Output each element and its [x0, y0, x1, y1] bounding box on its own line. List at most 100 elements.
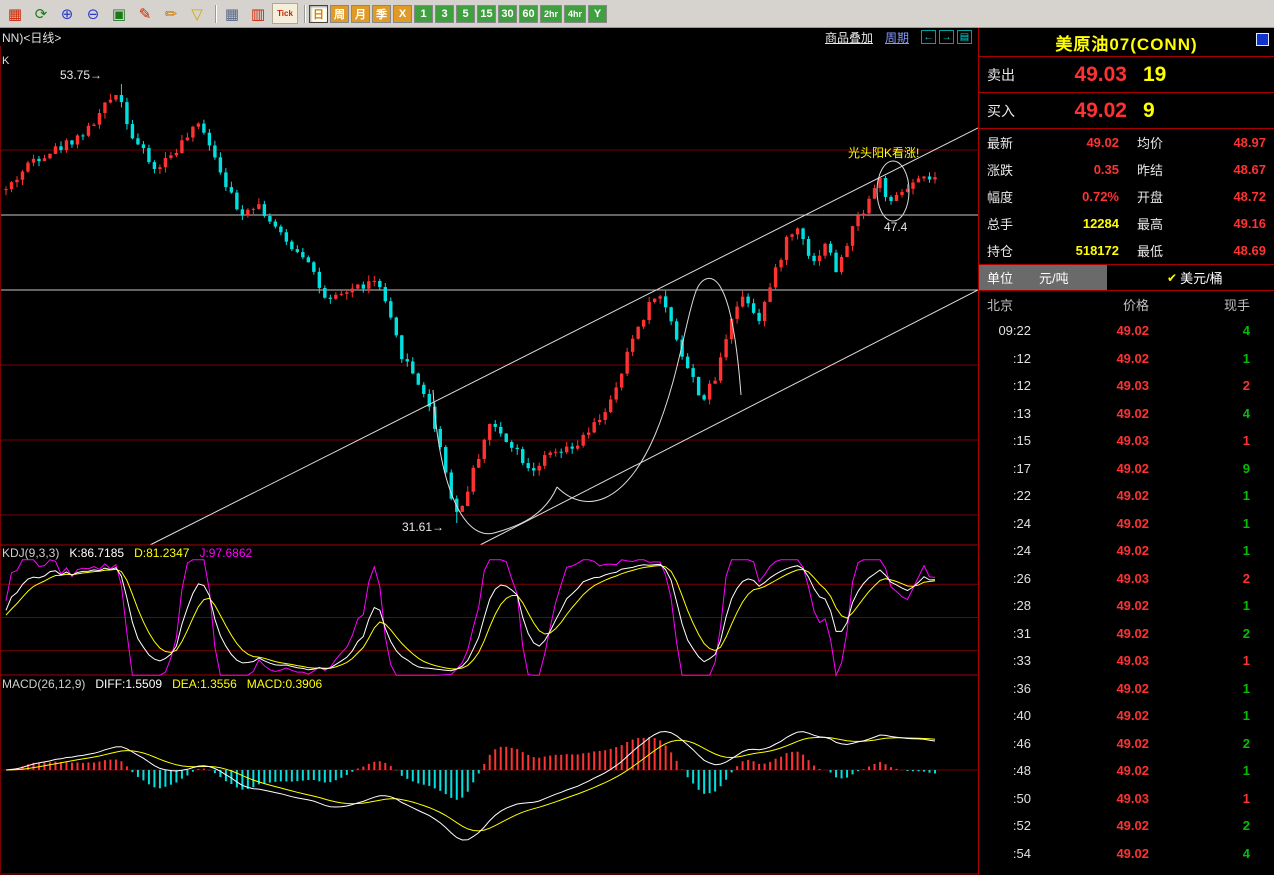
period-button-周[interactable]: 周: [330, 4, 349, 23]
chart-header: NN)<日线> 商品叠加 周期 ← → ▤: [0, 28, 978, 46]
tick-time: :36: [1012, 680, 1031, 696]
tick-volume: 2: [1242, 625, 1250, 641]
tick-price: 49.03: [1116, 433, 1149, 449]
overlay-link[interactable]: 商品叠加: [824, 30, 873, 45]
tick-price: 49.02: [1116, 460, 1149, 476]
tick-volume: 4: [1242, 323, 1250, 339]
zoom-out-icon[interactable]: ⊖: [86, 5, 100, 23]
tick-price: 49.02: [1116, 515, 1149, 531]
period-button-15[interactable]: 15: [477, 4, 496, 23]
toolbar-separator: [215, 4, 216, 23]
next-page-icon[interactable]: →: [939, 30, 954, 44]
monitor-icon[interactable]: ▣: [111, 5, 127, 23]
stat-value: 0.72%: [1082, 189, 1119, 204]
tick-volume: 4: [1242, 405, 1250, 421]
tick-price: 49.03: [1116, 790, 1149, 806]
refresh-icon[interactable]: ⟳: [34, 5, 48, 23]
stat-label: 最低: [1137, 244, 1164, 259]
tick-time: :48: [1012, 763, 1031, 779]
bid-row[interactable]: 买入 49.02 9: [979, 93, 1274, 129]
stat-label: 持仓: [987, 244, 1014, 259]
tick-row: :48 49.02 1: [979, 757, 1274, 785]
toolbar-icon-group: ▦ ⟳ ⊕ ⊖ ▣ ✎ ✏ ▽ ▦ ▥ Tick: [3, 3, 309, 24]
tick-row: :28 49.02 1: [979, 592, 1274, 620]
stat-label: 幅度: [987, 190, 1014, 205]
tick-header-time: 北京: [987, 297, 1014, 313]
period-button-X[interactable]: X: [393, 4, 412, 23]
tick-volume: 2: [1242, 818, 1250, 834]
kdj-j-value: J:97.6862: [199, 546, 253, 560]
period-button-2hr[interactable]: 2hr: [540, 4, 562, 23]
ask-row[interactable]: 卖出 49.03 19: [979, 57, 1274, 93]
period-button-4hr[interactable]: 4hr: [564, 4, 586, 23]
page-list-icon[interactable]: ▤: [957, 30, 972, 44]
period-link[interactable]: 周期: [884, 30, 909, 45]
tick-row: :54 49.02 4: [979, 840, 1274, 868]
tick-volume: 1: [1242, 350, 1250, 366]
tick-volume: 1: [1242, 543, 1250, 559]
main-toolbar: ▦ ⟳ ⊕ ⊖ ▣ ✎ ✏ ▽ ▦ ▥ Tick 日周月季 X 1 3 5 15 30 60 2hr 4hr Y: [0, 0, 1274, 28]
tick-time: :24: [1012, 515, 1031, 531]
tick-price: 49.02: [1116, 818, 1149, 834]
tick-time: :33: [1012, 653, 1031, 669]
ask-price: 49.03: [1074, 62, 1127, 86]
macd-dea-value: DEA:1.3556: [172, 677, 237, 691]
stat-value: 48.72: [1233, 189, 1266, 204]
unit-usd-text[interactable]: 美元/桶: [1180, 271, 1223, 286]
candlestick-chart[interactable]: [0, 28, 978, 875]
tick-volume: 4: [1242, 845, 1250, 861]
filter-icon[interactable]: ▽: [191, 5, 203, 23]
tick-time: :13: [1012, 405, 1031, 421]
tick-list[interactable]: 09:22 49.02 4:12 49.02 1:12 49.03 2:13 49.02 4:1…: [979, 317, 1274, 867]
tick-row: :24 49.02 1: [979, 537, 1274, 565]
stat-value: 48.97: [1233, 135, 1266, 150]
stat-value: 518172: [1075, 243, 1119, 258]
tick-price: 49.02: [1116, 763, 1149, 779]
bar-chart-icon[interactable]: ▥: [250, 5, 266, 23]
tick-row: :46 49.02 2: [979, 730, 1274, 758]
maximize-icon[interactable]: [1256, 33, 1269, 46]
toolbar-separator: [304, 4, 305, 23]
period-button-5[interactable]: 5: [456, 4, 475, 23]
quote-stat-row: 最新 49.02 均价 48.97: [979, 129, 1274, 156]
period-button-1[interactable]: 1: [414, 4, 433, 23]
chart-header-right: 商品叠加 周期 ← → ▤: [825, 29, 972, 46]
period-button-30[interactable]: 30: [498, 4, 517, 23]
bid-label: 买入: [987, 102, 1015, 119]
tick-time: :12: [1012, 350, 1031, 366]
instrument-title: 美原油07(CONN): [1055, 34, 1198, 54]
chart-header-icons: ← → ▤: [921, 30, 972, 44]
unit-option-cny[interactable]: 单位 元/吨: [979, 265, 1107, 290]
brush-icon[interactable]: ✏: [164, 5, 178, 23]
prev-page-icon[interactable]: ←: [921, 30, 936, 44]
tick-row: :40 49.02 1: [979, 702, 1274, 730]
stat-label: 涨跌: [987, 163, 1014, 178]
quote-stat-row: 总手 12284 最高 49.16: [979, 210, 1274, 237]
tick-volume: 2: [1242, 570, 1250, 586]
bid-price: 49.02: [1074, 98, 1127, 122]
tick-volume: 1: [1242, 598, 1250, 614]
ask-label: 卖出: [987, 66, 1015, 83]
tick-volume: 1: [1242, 790, 1250, 806]
tick-time: :12: [1012, 378, 1031, 394]
app-logo-icon[interactable]: ▦: [7, 5, 23, 23]
period-button-3[interactable]: 3: [435, 4, 454, 23]
tick-time: :54: [1012, 845, 1031, 861]
period-button-Y[interactable]: Y: [588, 4, 607, 23]
tick-time: :28: [1012, 598, 1031, 614]
period-button-60[interactable]: 60: [519, 4, 538, 23]
grid-icon[interactable]: ▦: [224, 5, 240, 23]
quote-stat-row: 涨跌 0.35 昨结 48.67: [979, 156, 1274, 183]
tick-volume: 1: [1242, 763, 1250, 779]
tick-chart-icon[interactable]: Tick: [272, 3, 298, 24]
edit-icon[interactable]: ✎: [138, 5, 152, 23]
tick-volume: 1: [1242, 680, 1250, 696]
period-button-日[interactable]: 日: [309, 4, 328, 23]
kdj-d-value: D:81.2347: [134, 546, 190, 560]
zoom-in-icon[interactable]: ⊕: [60, 5, 74, 23]
tick-time: :31: [1012, 625, 1031, 641]
period-button-季[interactable]: 季: [372, 4, 391, 23]
chart-corner-label: K: [2, 55, 10, 67]
period-button-月[interactable]: 月: [351, 4, 370, 23]
